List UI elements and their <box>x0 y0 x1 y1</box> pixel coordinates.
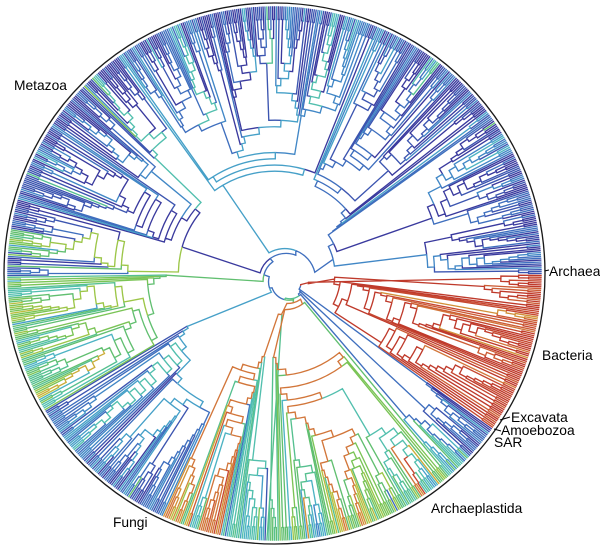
svg-text:Metazoa: Metazoa <box>14 78 67 93</box>
svg-text:SAR: SAR <box>494 435 522 450</box>
svg-text:Fungi: Fungi <box>113 515 148 530</box>
svg-text:Excavata: Excavata <box>511 410 568 425</box>
svg-text:Archaea: Archaea <box>549 264 600 279</box>
svg-text:Amoebozoa: Amoebozoa <box>501 423 575 438</box>
svg-text:Archaeplastida: Archaeplastida <box>431 501 523 516</box>
svg-text:Bacteria: Bacteria <box>542 348 593 363</box>
